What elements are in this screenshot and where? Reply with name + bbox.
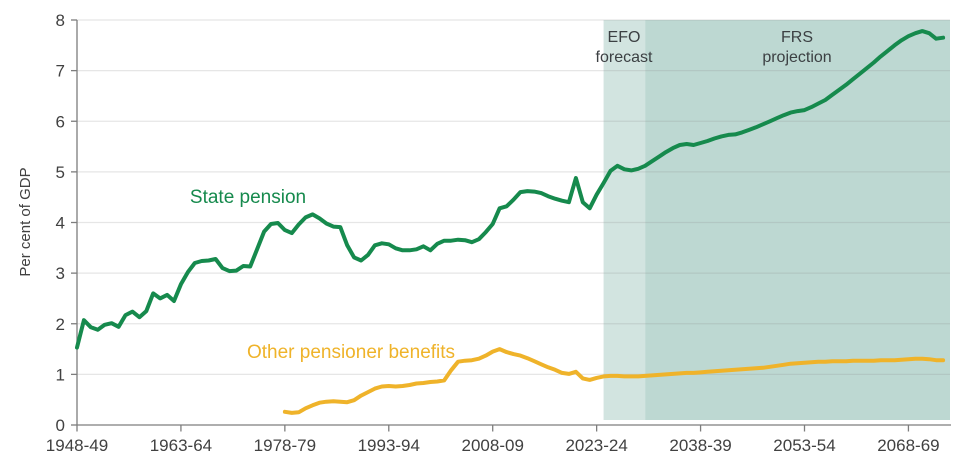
x-tick-label: 1978-79 <box>254 436 316 455</box>
x-tick-label: 2068-69 <box>877 436 939 455</box>
efo-forecast-region <box>603 20 646 420</box>
efo-forecast-region-label: EFO forecast <box>595 29 653 66</box>
frs-projection-region <box>645 20 950 420</box>
x-tick-label: 1948-49 <box>46 436 108 455</box>
x-tick-label: 1963-64 <box>150 436 212 455</box>
frs-projection-region-label: FRS projection <box>762 29 832 66</box>
y-tick-label: 7 <box>56 62 65 81</box>
series-label-other-pensioner-benefits: Other pensioner benefits <box>246 342 456 363</box>
series-line-other-pensioner-benefits <box>282 347 946 415</box>
y-axis-title: Per cent of GDP <box>17 167 34 276</box>
y-tick-label: 8 <box>56 11 65 30</box>
y-tick-label: 3 <box>56 264 65 283</box>
y-tick-label: 6 <box>56 112 65 131</box>
x-tick-label: 2038-39 <box>669 436 731 455</box>
series-label-state-pension: State pension <box>189 187 307 208</box>
series-line-state-pension <box>75 29 946 350</box>
y-tick-label: 4 <box>56 214 65 233</box>
y-tick-label: 0 <box>56 416 65 435</box>
x-tick-label: 2023-24 <box>565 436 627 455</box>
x-tick-label: 1993-94 <box>358 436 420 455</box>
y-tick-label: 5 <box>56 163 65 182</box>
x-tick-label: 2008-09 <box>462 436 524 455</box>
y-tick-label: 2 <box>56 315 65 334</box>
x-tick-label: 2053-54 <box>773 436 835 455</box>
y-tick-label: 1 <box>56 365 65 384</box>
